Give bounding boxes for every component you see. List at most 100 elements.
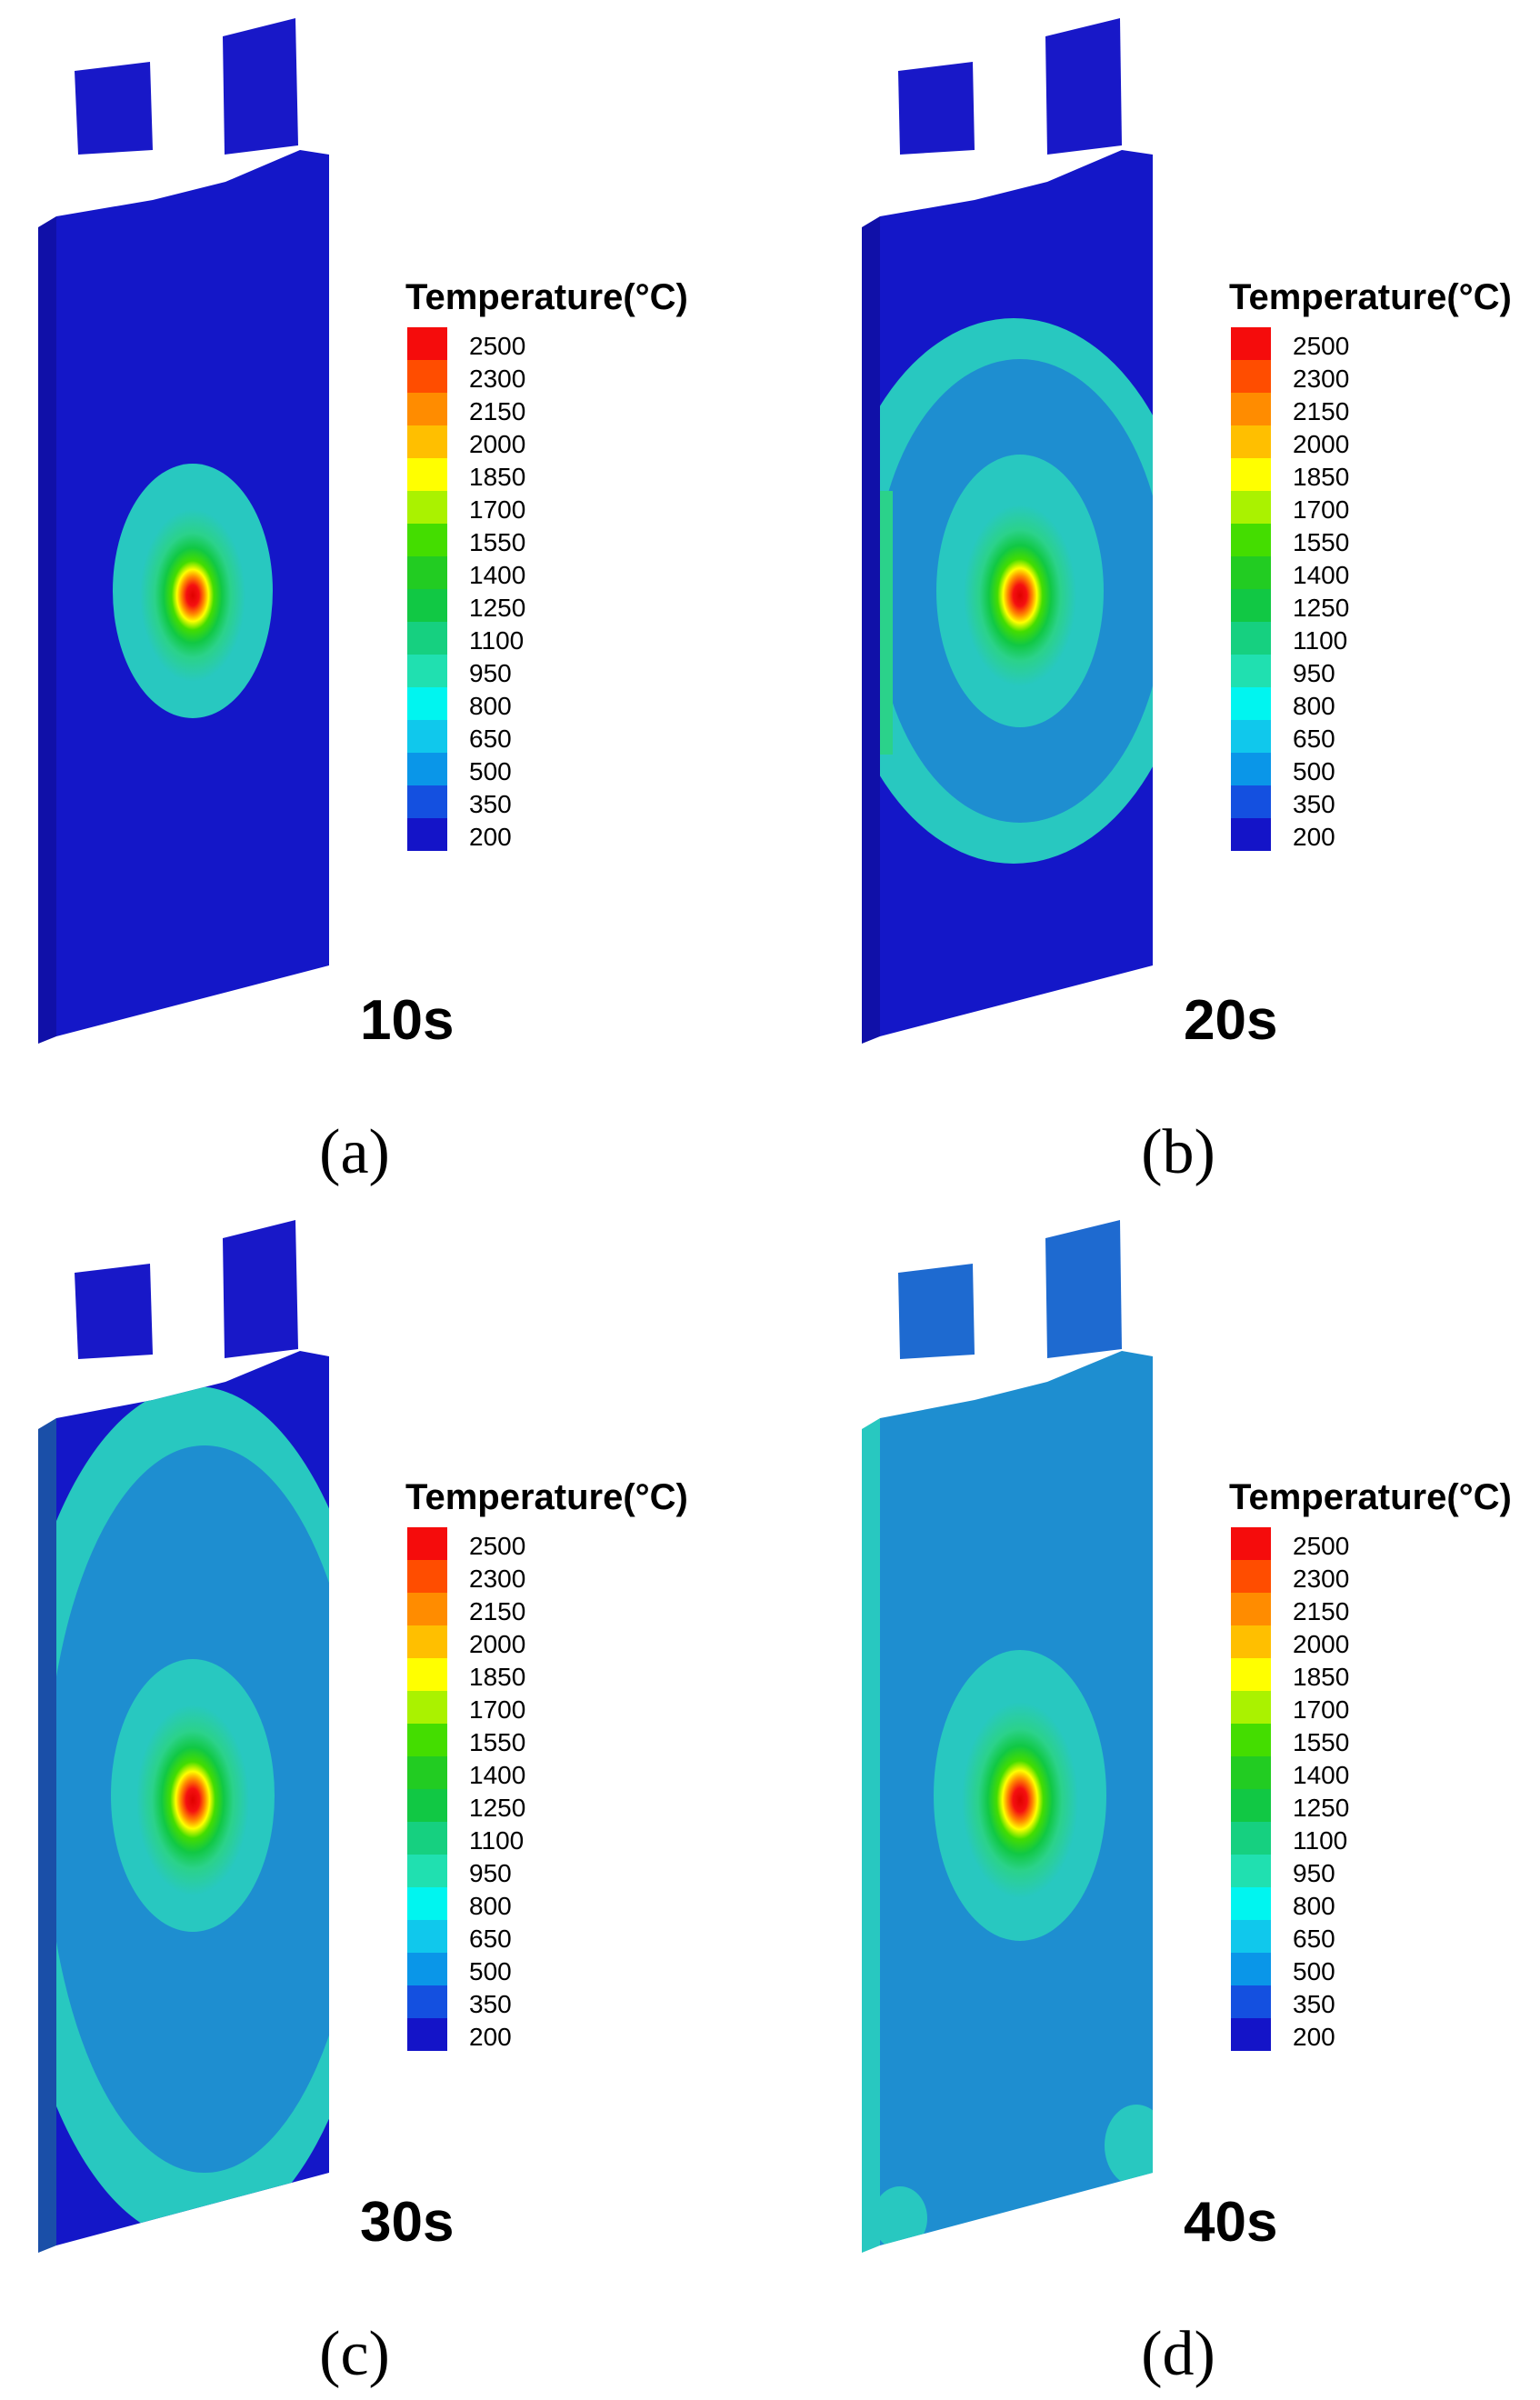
colorbar-tick-label: 1400 bbox=[469, 561, 525, 589]
colorbar-swatch bbox=[1231, 1625, 1271, 1658]
colorbar-tick-label: 1550 bbox=[469, 1728, 525, 1756]
panel-c: Temperature(°C) 2500 2300 2150 2000 1850 1700… bbox=[38, 1220, 688, 2389]
colorbar-swatch bbox=[407, 1920, 447, 1953]
colorbar-tick-label: 1700 bbox=[469, 495, 525, 524]
colorbar-swatch bbox=[407, 818, 447, 851]
colorbar-tick-label: 650 bbox=[469, 1925, 512, 1953]
hotspot-d bbox=[962, 1702, 1078, 1898]
time-label-b: 20s bbox=[1184, 989, 1277, 1052]
colorbar-tick-label: 1850 bbox=[469, 463, 525, 491]
colorbar-swatch bbox=[1231, 524, 1271, 556]
colorbar-swatch bbox=[1231, 589, 1271, 622]
colorbar-tick-label: 2000 bbox=[469, 1630, 525, 1658]
colorbar-swatch bbox=[1231, 360, 1271, 393]
colorbar-tick-label: 1850 bbox=[469, 1663, 525, 1691]
colorbar-tick-label: 800 bbox=[469, 1892, 512, 1920]
colorbar-tick-label: 500 bbox=[469, 757, 512, 785]
colorbar-swatch bbox=[407, 622, 447, 655]
time-label-a: 10s bbox=[360, 989, 454, 1052]
colorbar-swatch bbox=[1231, 1658, 1271, 1691]
colorbar-swatch bbox=[407, 1985, 447, 2018]
colorbar-swatch bbox=[407, 524, 447, 556]
colorbar-tick-label: 950 bbox=[1293, 1859, 1335, 1887]
colorbar-tick-label: 350 bbox=[1293, 1990, 1335, 2018]
colorbar-tick-label: 1100 bbox=[469, 626, 524, 655]
colorbar-tick-label: 950 bbox=[469, 659, 512, 687]
colorbar-tick-label: 2150 bbox=[469, 1597, 525, 1625]
colorbar-swatch bbox=[407, 655, 447, 687]
colorbar-title: Temperature(°C) bbox=[405, 277, 688, 317]
colorbar-swatch bbox=[1231, 393, 1271, 425]
colorbar-tick-label: 2500 bbox=[1293, 1532, 1349, 1560]
panel-letter-a: (a) bbox=[319, 1117, 390, 1187]
colorbar-swatch bbox=[407, 1593, 447, 1625]
colorbar-swatch bbox=[1231, 1953, 1271, 1985]
colorbar-tick-label: 1700 bbox=[1293, 495, 1349, 524]
tab-left-b bbox=[898, 62, 975, 155]
colorbar-tick-label: 2300 bbox=[469, 1565, 525, 1593]
colorbar-swatch bbox=[1231, 1593, 1271, 1625]
tab-left-a bbox=[75, 62, 153, 155]
colorbar-swatch bbox=[407, 1724, 447, 1756]
colorbar-swatch bbox=[1231, 327, 1271, 360]
colorbar-swatch bbox=[407, 1789, 447, 1822]
colorbar-swatch bbox=[1231, 622, 1271, 655]
colorbar-tick-label: 200 bbox=[1293, 823, 1335, 851]
colorbar-swatch bbox=[407, 458, 447, 491]
colorbar-tick-label: 1250 bbox=[1293, 594, 1349, 622]
colorbar-tick-label: 950 bbox=[469, 1859, 512, 1887]
colorbar-swatch bbox=[407, 1658, 447, 1691]
hotspot-c bbox=[136, 1705, 249, 1895]
colorbar-tick-label: 2000 bbox=[1293, 430, 1349, 458]
colorbar-swatch bbox=[407, 327, 447, 360]
panel-letter-b: (b) bbox=[1141, 1117, 1215, 1187]
colorbar-swatch bbox=[1231, 1527, 1271, 1560]
colorbar-swatch bbox=[407, 1822, 447, 1855]
colorbar-swatch bbox=[407, 393, 447, 425]
colorbar-tick-label: 2150 bbox=[1293, 1597, 1349, 1625]
hotspot-a bbox=[140, 509, 245, 682]
colorbar-swatch bbox=[407, 785, 447, 818]
cell-side-c bbox=[38, 1418, 56, 2253]
colorbar-tick-label: 1400 bbox=[1293, 561, 1349, 589]
cell-side-a bbox=[38, 216, 56, 1044]
colorbar-swatch bbox=[1231, 1985, 1271, 2018]
colorbar-swatch bbox=[1231, 1789, 1271, 1822]
tab-left-c bbox=[75, 1264, 153, 1359]
colorbar-tick-label: 800 bbox=[1293, 692, 1335, 720]
colorbar-tick-label: 2300 bbox=[1293, 1565, 1349, 1593]
colorbar-tick-label: 1250 bbox=[1293, 1794, 1349, 1822]
colorbar-tick-label: 500 bbox=[1293, 757, 1335, 785]
colorbar-swatch bbox=[1231, 655, 1271, 687]
colorbar-swatch bbox=[1231, 753, 1271, 785]
colorbar-swatch bbox=[1231, 1560, 1271, 1593]
colorbar-swatch bbox=[1231, 1887, 1271, 1920]
colorbar-tick-label: 650 bbox=[1293, 725, 1335, 753]
colorbar-swatch bbox=[1231, 556, 1271, 589]
tab-right-b bbox=[1045, 18, 1122, 155]
panel-b: Temperature(°C) 2500 2300 2150 2000 1850 1700… bbox=[862, 18, 1512, 1187]
colorbar-swatch bbox=[407, 2018, 447, 2051]
panel-letter-d: (d) bbox=[1141, 2319, 1215, 2389]
colorbar-swatch bbox=[407, 1756, 447, 1789]
tab-right-d bbox=[1045, 1220, 1122, 1358]
colorbar-tick-label: 350 bbox=[469, 1990, 512, 2018]
hotspot-b bbox=[964, 505, 1076, 686]
battery-cell-d bbox=[862, 1220, 1153, 2253]
cell-side-d bbox=[862, 1418, 880, 2253]
colorbar-swatch bbox=[407, 360, 447, 393]
colorbar-swatch bbox=[407, 1560, 447, 1593]
tab-left-d bbox=[898, 1264, 975, 1359]
colorbar-tick-label: 500 bbox=[469, 1957, 512, 1985]
colorbar-swatch bbox=[1231, 2018, 1271, 2051]
colorbar-swatch bbox=[407, 1527, 447, 1560]
colorbar-c: Temperature(°C) 2500 2300 2150 2000 1850 1700… bbox=[405, 1477, 688, 2051]
colorbar-tick-label: 350 bbox=[469, 790, 512, 818]
colorbar-tick-label: 1400 bbox=[1293, 1761, 1349, 1789]
panel-a: Temperature(°C) 2500 2300 2150 2000 1850 1700… bbox=[38, 18, 688, 1187]
colorbar-swatch bbox=[407, 1887, 447, 1920]
colorbar-swatch bbox=[1231, 491, 1271, 524]
colorbar-tick-label: 1550 bbox=[469, 528, 525, 556]
colorbar-swatch bbox=[407, 687, 447, 720]
